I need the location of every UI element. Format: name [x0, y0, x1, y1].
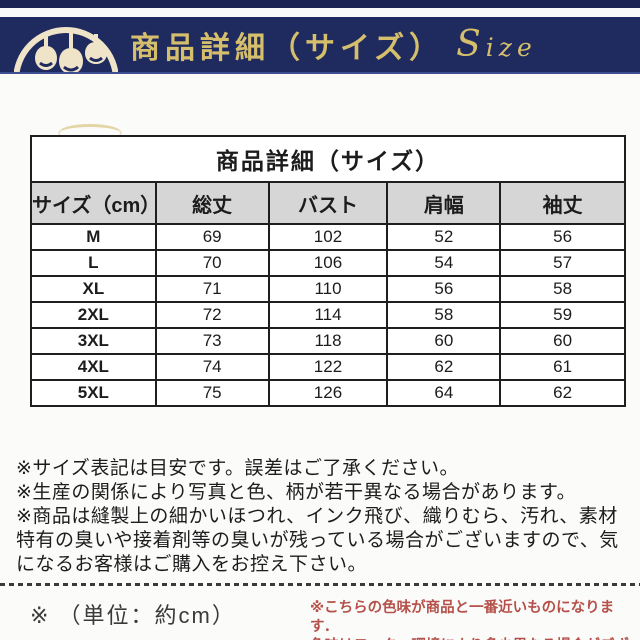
- cell-value: 52: [386, 223, 502, 251]
- col-header-length: 総丈: [154, 181, 270, 225]
- dashed-divider: [0, 583, 640, 586]
- table-row: 2XL 72 114 58 59: [30, 301, 626, 329]
- cell-value: 60: [386, 327, 502, 355]
- cell-value: 61: [499, 353, 626, 381]
- cell-value: 70: [154, 249, 270, 277]
- table-title-row: 商品詳細（サイズ）: [30, 135, 626, 183]
- note-size-tolerance: ※サイズ表記は目安です。誤差はご了承ください。: [16, 458, 459, 479]
- cell-value: 58: [386, 301, 502, 329]
- disclaimer-notes: ※サイズ表記は目安です。誤差はご了承ください。 ※生産の関係により写真と色、柄が…: [16, 457, 632, 577]
- col-header-sleeve: 袖丈: [499, 181, 626, 225]
- top-navy-strip: [0, 0, 640, 8]
- cell-value: 57: [499, 249, 626, 277]
- cell-value: 75: [154, 379, 270, 407]
- cell-size: L: [30, 249, 157, 277]
- col-header-bust: バスト: [267, 181, 389, 225]
- table-header-row: サイズ（cm） 総丈 バスト 肩幅 袖丈: [30, 181, 626, 225]
- table-row: 3XL 73 118 60 60: [30, 327, 626, 355]
- cell-value: 69: [154, 223, 270, 251]
- cell-size: 3XL: [30, 327, 157, 355]
- color-note-line2: 色味はモニター環境により多少異なる場合がございます．: [310, 637, 636, 640]
- cell-value: 54: [386, 249, 502, 277]
- cell-value: 56: [499, 223, 626, 251]
- cell-value: 114: [267, 301, 389, 329]
- gold-arc-decoration: [58, 124, 122, 142]
- cell-value: 106: [267, 249, 389, 277]
- cell-value: 118: [267, 327, 389, 355]
- cell-value: 102: [267, 223, 389, 251]
- banner-title-english: Size: [456, 24, 537, 65]
- cell-size: 4XL: [30, 353, 157, 381]
- table-row: XL 71 110 56 58: [30, 275, 626, 303]
- col-header-shoulder: 肩幅: [386, 181, 502, 225]
- cell-value: 73: [154, 327, 270, 355]
- table-row: 5XL 75 126 64 62: [30, 379, 626, 407]
- cell-value: 110: [267, 275, 389, 303]
- cell-value: 62: [386, 353, 502, 381]
- cell-value: 62: [499, 379, 626, 407]
- cell-size: M: [30, 223, 157, 251]
- table-row: M 69 102 52 56: [30, 223, 626, 251]
- col-header-size: サイズ（cm）: [30, 181, 157, 225]
- cell-value: 74: [154, 353, 270, 381]
- cell-value: 72: [154, 301, 270, 329]
- color-accuracy-note: ※こちらの色味が商品と一番近いものになります． 色味はモニター環境により多少異な…: [310, 599, 636, 640]
- cell-value: 59: [499, 301, 626, 329]
- cell-size: 5XL: [30, 379, 157, 407]
- note-color-difference: ※生産の関係により写真と色、柄が若干異なる場合があります。: [16, 482, 577, 503]
- banner-title: 商品詳細（サイズ）: [130, 31, 445, 65]
- cell-value: 64: [386, 379, 502, 407]
- color-note-line1: ※こちらの色味が商品と一番近いものになります．: [310, 600, 615, 635]
- cell-value: 56: [386, 275, 502, 303]
- cell-value: 58: [499, 275, 626, 303]
- table-row: L 70 106 54 57: [30, 249, 626, 277]
- table-row: 4XL 74 122 62 61: [30, 353, 626, 381]
- banner: 商品詳細（サイズ） Size: [0, 17, 640, 74]
- note-product-quality: ※商品は縫製上の細かいほつれ、インク飛び、織りむら、汚れ、素材特有の臭いや接着剤…: [16, 506, 619, 575]
- size-table-container: 商品詳細（サイズ） サイズ（cm） 総丈 バスト 肩幅 袖丈 M 69 102 …: [30, 135, 626, 407]
- cell-size: XL: [30, 275, 157, 303]
- unit-note: ※ （単位：約cm）: [30, 603, 236, 628]
- hanging-light-bulbs-icon: [0, 17, 130, 72]
- cell-value: 122: [267, 353, 389, 381]
- table-title: 商品詳細（サイズ）: [30, 135, 626, 183]
- cell-value: 126: [267, 379, 389, 407]
- size-table: 商品詳細（サイズ） サイズ（cm） 総丈 バスト 肩幅 袖丈 M 69 102 …: [30, 135, 626, 407]
- cell-value: 71: [154, 275, 270, 303]
- cell-size: 2XL: [30, 301, 157, 329]
- cell-value: 60: [499, 327, 626, 355]
